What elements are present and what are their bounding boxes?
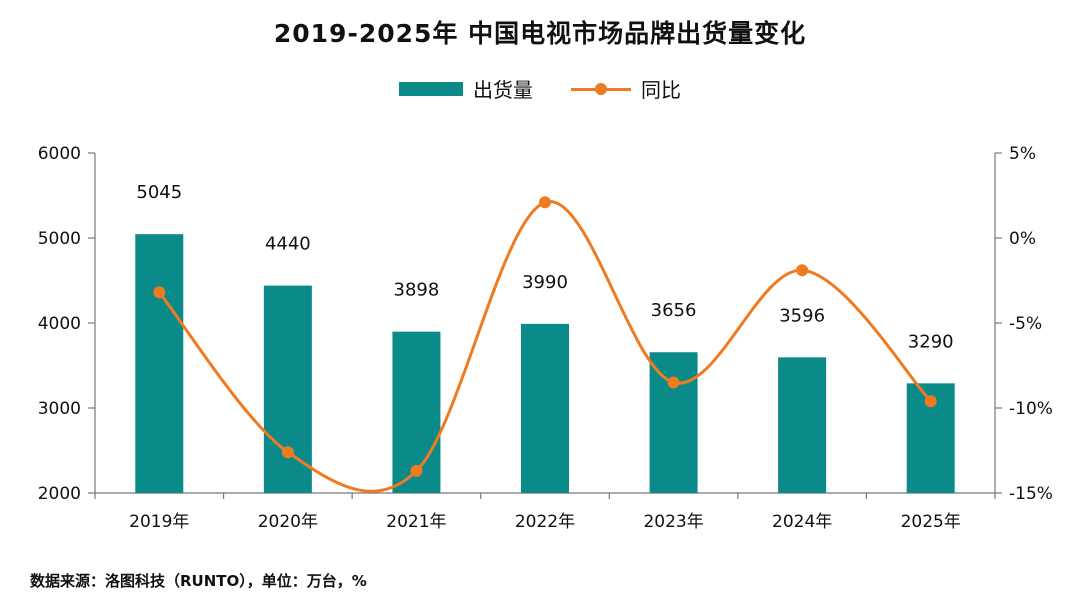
x-tick-label: 2019年 [129,512,189,532]
yoy-point [796,264,809,277]
data-label: 3898 [394,280,440,301]
legend-item-shipments: 出货量 [399,74,533,103]
legend-swatch-line [571,82,631,96]
left-tick-label: 2000 [38,484,81,504]
data-label: 3290 [908,331,954,352]
data-label: 3596 [779,305,825,326]
x-tick-label: 2023年 [643,512,703,532]
data-label: 4440 [265,234,311,255]
x-tick-label: 2024年 [772,512,832,532]
legend-item-yoy: 同比 [571,74,681,103]
right-tick-label: -15% [1009,484,1053,504]
left-tick-label: 5000 [38,229,81,249]
yoy-point [667,376,680,389]
chart-title: 2019-2025年 中国电视市场品牌出货量变化 [273,19,807,48]
source-note: 数据来源：洛图科技（RUNTO），单位：万台，% [30,572,367,590]
left-tick-label: 3000 [38,399,81,419]
data-label: 5045 [136,182,182,203]
x-tick-label: 2022年 [515,512,575,532]
yoy-point [410,464,423,477]
right-tick-label: 0% [1009,229,1036,249]
bar [521,323,569,493]
legend-label-shipments: 出货量 [473,78,533,102]
right-tick-label: -5% [1009,314,1042,334]
yoy-point [153,286,166,299]
right-tick-label: 5% [1009,144,1036,164]
legend: 出货量 同比 [0,74,1080,103]
bar [135,234,184,494]
bar [649,352,698,493]
yoy-point [281,446,294,459]
bar [263,285,312,493]
yoy-point [924,395,937,408]
left-tick-label: 4000 [38,314,81,334]
legend-label-yoy: 同比 [641,78,681,102]
data-label: 3990 [522,272,568,293]
x-tick-label: 2021年 [386,512,446,532]
x-tick-label: 2025年 [901,512,961,532]
legend-swatch-bar [399,81,463,96]
data-label: 3656 [651,300,697,321]
left-tick-label: 6000 [38,144,81,164]
bar [778,357,827,493]
x-tick-label: 2020年 [258,512,318,532]
right-tick-label: -10% [1009,399,1053,419]
yoy-point [539,196,551,209]
